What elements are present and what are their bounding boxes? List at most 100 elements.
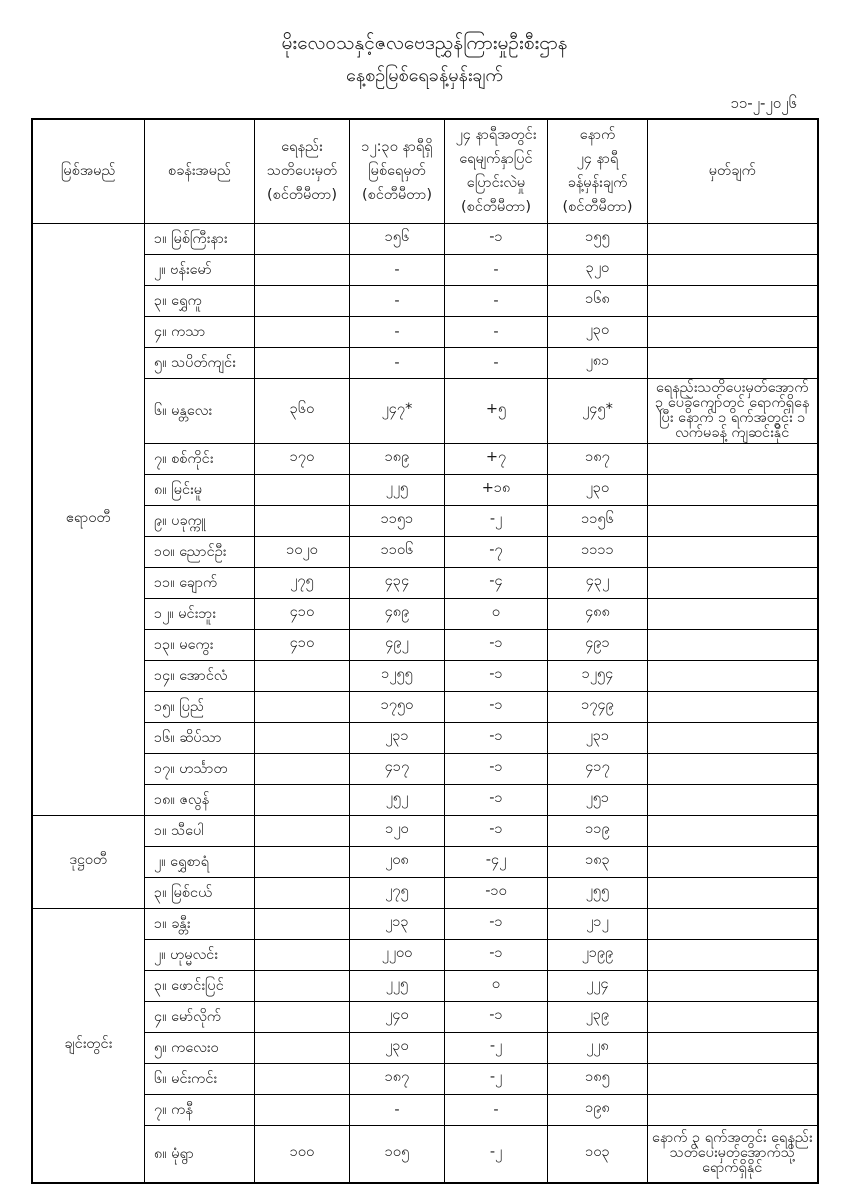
station-name: ၁၇။ ဟင်္သာတ xyxy=(144,752,255,785)
station-name: ၃။ ရွှေကူ xyxy=(144,284,255,317)
low-water-warning-value xyxy=(254,845,350,878)
remark-text xyxy=(647,346,818,379)
water-level-value: ၂၇၅ xyxy=(349,876,445,909)
station-name: ၅။ သပိတ်ကျင်း xyxy=(144,346,255,379)
station-name: ၆။ မင်းကင်း xyxy=(144,1062,255,1095)
low-water-warning-value xyxy=(254,783,350,816)
station-name: ၁၆။ ဆိပ်သာ xyxy=(144,721,255,754)
table-row: ၈။ မြင်းမူ ၂၂၅ +၁၈ ၂၃၀ xyxy=(32,473,818,506)
remark-text xyxy=(647,566,818,599)
table-row: ၂။ ဗန်းမော် - -၃၂၀ xyxy=(32,253,818,286)
water-level-value: ၄၉၂ xyxy=(349,628,445,661)
change-24h-value: -၁ xyxy=(444,659,548,692)
table-row: ၁၁။ ချောက် ၂၇၅ ၄၃၄ -၄ ၄၃၂ xyxy=(32,566,818,599)
header-station-name: စခန်းအမည် xyxy=(144,118,255,224)
station-name: ၁၄။ အောင်လံ xyxy=(144,659,255,692)
change-24h-value: +၁၈ xyxy=(444,473,548,506)
change-24h-value: - xyxy=(444,253,548,286)
header-24h-change: ၂၄ နာရီအတွင်း ရေမျက်နှာပြင် ပြောင်းလဲမှု… xyxy=(444,118,548,224)
remark-text xyxy=(647,783,818,816)
low-water-warning-value xyxy=(254,659,350,692)
remark-text xyxy=(647,1000,818,1033)
water-level-value: ၄၁၇ xyxy=(349,752,445,785)
station-name: ၈။ မြင်းမူ xyxy=(144,473,255,506)
river-forecast-table: မြစ်အမည် စခန်းအမည် ရေနည်း သတိပေးမှတ် (စင… xyxy=(30,118,819,1184)
water-level-value: ၂၂၅ xyxy=(349,969,445,1002)
header-low-water-warning: ရေနည်း သတိပေးမှတ် (စင်တီမီတာ) xyxy=(254,118,350,224)
water-level-value: ၂၅၂ xyxy=(349,783,445,816)
low-water-warning-value xyxy=(254,346,350,379)
forecast-24h-value: ၄၃၂ xyxy=(547,566,648,599)
forecast-24h-value: ၂၃၀ xyxy=(547,315,648,348)
remark-text xyxy=(647,690,818,723)
table-row: ၁၄။ အောင်လံ ၁၂၅၅ -၁ ၁၂၅၄ xyxy=(32,659,818,692)
table-row: ၁၃။ မကွေး ၄၁၀ ၄၉၂ -၁ ၄၉၁ xyxy=(32,628,818,661)
water-level-value: - xyxy=(349,346,445,379)
table-row: ၂။ ရွှေစာရံ ၂၀၈ -၄၂ ၁၈၃ xyxy=(32,845,818,878)
water-level-value: ၁၈၉ xyxy=(349,442,445,475)
forecast-24h-value: ၂၃၁ xyxy=(547,721,648,754)
low-water-warning-value xyxy=(254,315,350,348)
station-name: ၂။ ဗန်းမော် xyxy=(144,253,255,286)
forecast-24h-value: ၁၂၅၄ xyxy=(547,659,648,692)
table-row: ၄။ ကသာ - -၂၃၀ xyxy=(32,315,818,348)
low-water-warning-value xyxy=(254,938,350,971)
forecast-24h-value: ၁၉၈ xyxy=(547,1093,648,1126)
water-level-value: ၂၄၀ xyxy=(349,1000,445,1033)
low-water-warning-value: ၁၀၂၀ xyxy=(254,535,350,568)
forecast-24h-value: ၁၈၇ xyxy=(547,442,648,475)
low-water-warning-value xyxy=(254,907,350,940)
change-24h-value: -၁ xyxy=(444,222,548,255)
station-name: ၁။ သီပေါ xyxy=(144,814,255,847)
low-water-warning-value xyxy=(254,1062,350,1095)
header-river-name: မြစ်အမည် xyxy=(31,118,145,224)
water-level-value: ၂၂၀၀ xyxy=(349,938,445,971)
table-row: ၉။ ပခုက္ကူ ၁၁၅၁ -၂ ၁၁၅၆ xyxy=(32,504,818,537)
forecast-24h-value: ၁၀၃ xyxy=(547,1124,648,1184)
change-24h-value: - xyxy=(444,346,548,379)
header-water-level-1230: ၁၂:၃၀ နာရီရှိ မြစ်ရေမှတ် (စင်တီမီတာ) xyxy=(349,118,445,224)
water-level-value: ၁၈၇ xyxy=(349,1062,445,1095)
table-row: ၅။ သပိတ်ကျင်း - -၂၈၁ xyxy=(32,346,818,379)
table-row: ၃။ ဖောင်းပြင် ၂၂၅၀၂၂၄ xyxy=(32,969,818,1002)
water-level-value: ၁၂၀ xyxy=(349,814,445,847)
low-water-warning-value xyxy=(254,253,350,286)
water-level-value: ၂၂၅ xyxy=(349,473,445,506)
station-name: ၅။ ကလေးဝ xyxy=(144,1031,255,1064)
remark-text xyxy=(647,845,818,878)
forecast-24h-value: ၁၁၉ xyxy=(547,814,648,847)
remark-text xyxy=(647,938,818,971)
remark-text xyxy=(647,1031,818,1064)
change-24h-value: ၀ xyxy=(444,597,548,630)
page-title: မိုးလေဝသနှင့်ဇလဗေဒညွှန်ကြားမှုဦးစီးဌာန xyxy=(281,32,568,54)
water-level-value: ၁၁၀၆ xyxy=(349,535,445,568)
river-name: ဧရာဝတီ xyxy=(31,222,145,816)
table-row: ဒုဋ္ဌဝတီ ၁။ သီပေါ ၁၂၀ -၁ ၁၁၉ xyxy=(31,814,818,909)
report-date: ၁၁-၂-၂၀၂၆ xyxy=(730,94,797,112)
river-name: ဒုဋ္ဌဝတီ xyxy=(31,814,145,909)
water-level-value: ၁၀၅ xyxy=(349,1124,445,1184)
station-name: ၃။ မြစ်ငယ် xyxy=(144,876,255,909)
station-name: ၁၈။ ဇလွန် xyxy=(144,783,255,816)
remark-text xyxy=(647,284,818,317)
change-24h-value: -၁ xyxy=(444,1000,548,1033)
water-level-value: ၂၁၃ xyxy=(349,907,445,940)
change-24h-value: -၁၀ xyxy=(444,876,548,909)
remark-text xyxy=(647,721,818,754)
change-24h-value: +၇ xyxy=(444,442,548,475)
change-24h-value: -၇ xyxy=(444,535,548,568)
remark-text xyxy=(647,1093,818,1126)
low-water-warning-value: ၂၇၅ xyxy=(254,566,350,599)
water-level-value: ၁၅၆ xyxy=(349,222,445,255)
change-24h-value: - xyxy=(444,1093,548,1126)
remark-text xyxy=(647,222,818,255)
header-next-24h-forecast: နောက် ၂၄ နာရီ ခန့်မှန်းချက် (စင်တီမီတာ) xyxy=(547,118,648,224)
water-level-value: ၄၈၉ xyxy=(349,597,445,630)
table-row: ၂။ ဟုမ္မလင်း ၂၂၀၀ -၁ ၂၁၉၉ xyxy=(32,938,818,971)
station-name: ၉။ ပခုက္ကူ xyxy=(144,504,255,537)
change-24h-value: -၄ xyxy=(444,566,548,599)
change-24h-value: +၅ xyxy=(444,377,548,444)
remark-text xyxy=(647,442,818,475)
remark-text xyxy=(647,814,818,847)
